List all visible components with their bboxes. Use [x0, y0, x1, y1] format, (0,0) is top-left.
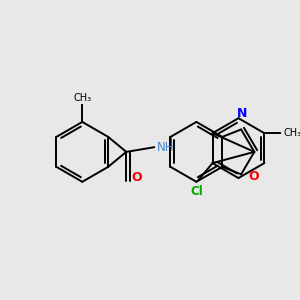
- Text: NH: NH: [157, 141, 175, 154]
- Text: N: N: [237, 107, 247, 120]
- Text: O: O: [249, 170, 259, 183]
- Text: CH₃: CH₃: [283, 128, 300, 138]
- Text: CH₃: CH₃: [73, 93, 92, 103]
- Text: O: O: [131, 171, 142, 184]
- Text: Cl: Cl: [190, 184, 203, 198]
